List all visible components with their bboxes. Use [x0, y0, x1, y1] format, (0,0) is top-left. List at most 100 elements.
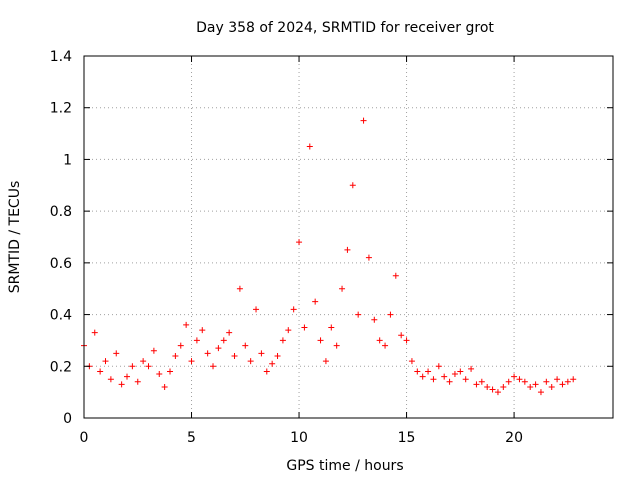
x-tick-label: 10: [290, 430, 308, 446]
data-point: [451, 371, 458, 378]
data-point: [322, 358, 329, 365]
data-point: [419, 373, 426, 380]
data-point: [306, 143, 313, 150]
data-point: [129, 363, 136, 370]
data-point: [344, 246, 351, 253]
data-point: [435, 363, 442, 370]
data-point: [204, 350, 211, 357]
data-point: [355, 311, 362, 318]
data-point: [102, 358, 109, 365]
data-point: [183, 321, 190, 328]
y-tick-label: 0.6: [50, 256, 72, 272]
data-point: [263, 368, 270, 375]
y-tick-label: 0: [63, 411, 72, 427]
x-tick-label: 15: [398, 430, 416, 446]
data-point: [274, 352, 281, 359]
data-point: [258, 350, 265, 357]
data-point: [339, 285, 346, 292]
data-point: [516, 376, 523, 383]
grid-layer: [84, 56, 613, 418]
data-point: [220, 337, 227, 344]
data-point: [193, 337, 200, 344]
data-point: [414, 368, 421, 375]
x-tick-label: 0: [80, 430, 89, 446]
data-point: [360, 117, 367, 124]
data-point: [387, 311, 394, 318]
data-point: [527, 383, 534, 390]
data-point: [371, 316, 378, 323]
data-point: [236, 285, 243, 292]
data-point: [521, 378, 528, 385]
plot-frame: [83, 55, 614, 419]
data-point: [398, 332, 405, 339]
y-tick-label: 0.4: [50, 308, 72, 324]
data-point: [199, 327, 206, 334]
data-point: [548, 383, 555, 390]
data-point: [349, 182, 356, 189]
data-point: [134, 378, 141, 385]
data-point: [231, 352, 238, 359]
data-point: [376, 337, 383, 344]
y-axis-label: SRMTID / TECUs: [7, 181, 23, 294]
data-point: [408, 358, 415, 365]
data-point: [177, 342, 184, 349]
data-point: [468, 365, 475, 372]
data-point: [457, 368, 464, 375]
data-point: [301, 324, 308, 331]
data-point: [489, 386, 496, 393]
data-point: [210, 363, 217, 370]
y-tick-label: 1: [63, 152, 72, 168]
data-point: [269, 360, 276, 367]
data-point: [403, 337, 410, 344]
data-point: [290, 306, 297, 313]
data-point: [226, 329, 233, 336]
data-point: [543, 378, 550, 385]
data-point: [430, 376, 437, 383]
data-point: [365, 254, 372, 261]
data-point: [446, 378, 453, 385]
data-point: [172, 352, 179, 359]
data-point: [441, 373, 448, 380]
data-point: [124, 373, 131, 380]
data-point: [167, 368, 174, 375]
points-layer: [81, 117, 577, 396]
data-point: [161, 383, 168, 390]
data-point: [253, 306, 260, 313]
data-point: [511, 373, 518, 380]
data-point: [500, 383, 507, 390]
chart-title: Day 358 of 2024, SRMTID for receiver gro…: [196, 20, 494, 36]
ticks-layer: 0 0.2 0.4 0.6 0.8 1 1.2 1.4 0 5 10 15 20: [50, 49, 613, 446]
data-point: [333, 342, 340, 349]
y-tick-label: 0.2: [50, 359, 72, 375]
data-point: [392, 272, 399, 279]
x-tick-label: 20: [505, 430, 523, 446]
data-point: [462, 376, 469, 383]
data-point: [242, 342, 249, 349]
data-point: [328, 324, 335, 331]
data-point: [247, 358, 254, 365]
data-point: [91, 329, 98, 336]
data-point: [484, 383, 491, 390]
data-point: [279, 337, 286, 344]
data-point: [570, 376, 577, 383]
data-point: [505, 378, 512, 385]
data-point: [537, 389, 544, 396]
data-point: [188, 358, 195, 365]
data-point: [113, 350, 120, 357]
data-point: [97, 368, 104, 375]
data-point: [312, 298, 319, 305]
data-point: [145, 363, 152, 370]
y-tick-label: 0.8: [50, 204, 72, 220]
data-point: [317, 337, 324, 344]
data-point: [118, 381, 125, 388]
data-point: [296, 239, 303, 246]
y-tick-label: 1.4: [50, 49, 72, 65]
y-tick-label: 1.2: [50, 101, 72, 117]
data-point: [140, 358, 147, 365]
data-point: [564, 378, 571, 385]
data-point: [478, 378, 485, 385]
data-point: [215, 345, 222, 352]
data-point: [107, 376, 114, 383]
data-point: [554, 376, 561, 383]
